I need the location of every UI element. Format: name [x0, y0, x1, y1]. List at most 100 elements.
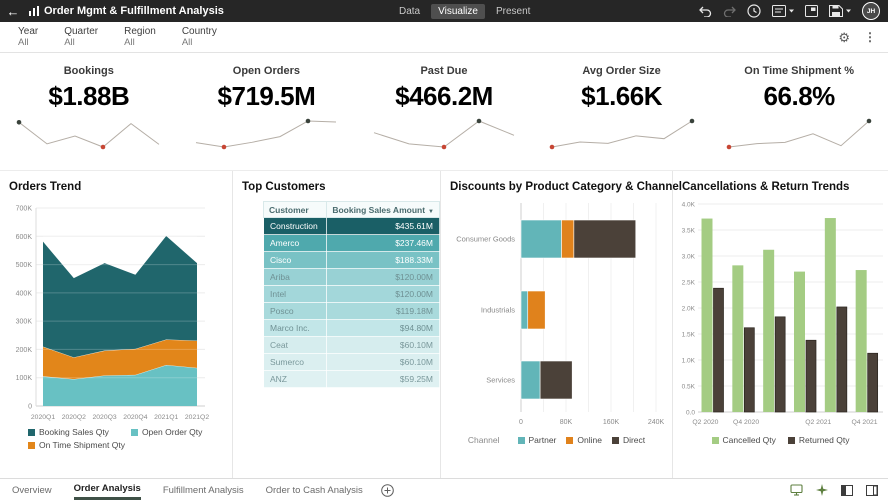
- legend-item[interactable]: Booking Sales Qty: [28, 427, 109, 437]
- legend-item[interactable]: Partner: [517, 435, 557, 445]
- cell-customer: Amerco: [262, 234, 328, 252]
- canvas-tab-order-to-cash-analysis[interactable]: Order to Cash Analysis: [265, 484, 363, 496]
- discounts-chart[interactable]: Consumer Goods Industrials Services 0 80K 160…: [443, 195, 671, 429]
- refresh-schedule-icon[interactable]: [747, 4, 761, 18]
- kpi-sparkline: [549, 118, 694, 150]
- legend-item[interactable]: Direct: [611, 435, 645, 445]
- kebab-menu-icon[interactable]: ⋮: [864, 30, 876, 44]
- canvas-tab-overview[interactable]: Overview: [12, 484, 52, 496]
- bar-returned-qty[interactable]: [805, 339, 817, 413]
- legend-item[interactable]: Returned Qty: [787, 435, 849, 445]
- cancellations-legend: Cancelled Qty Returned Qty: [673, 435, 888, 445]
- avatar[interactable]: JH: [862, 2, 880, 20]
- area-series-0[interactable]: [43, 364, 197, 406]
- table-row[interactable]: Ariba $120.00M: [262, 268, 440, 286]
- kpi-label: Bookings: [63, 65, 114, 77]
- cell-amount: $435.61M: [326, 217, 440, 235]
- kpi-tile[interactable]: Avg Order Size $1.66K: [533, 52, 711, 170]
- kpi-tile[interactable]: Past Due $466.2M: [355, 52, 533, 170]
- table-row[interactable]: Sumerco $60.10M: [262, 353, 440, 371]
- legend-swatch: [28, 441, 35, 449]
- legend-item[interactable]: Online: [566, 435, 602, 445]
- save-dropdown-icon[interactable]: [829, 5, 851, 17]
- axis-label: 0.0: [686, 409, 695, 416]
- mode-tab-data[interactable]: Data: [399, 5, 421, 17]
- bar-segment-partner[interactable]: [520, 219, 562, 259]
- orders-trend-chart[interactable]: 0 100K 200K 300K 400K 500K 600K 700K 2020Q1 2020Q…: [2, 195, 230, 425]
- area-series-2[interactable]: [43, 236, 197, 358]
- bar-cancelled-qty[interactable]: [732, 265, 744, 412]
- mode-tab-visualize[interactable]: Visualize: [431, 3, 485, 19]
- kpi-tile[interactable]: Bookings $1.88B: [0, 52, 178, 170]
- panel-title: Top Customers: [242, 181, 326, 193]
- bar-returned-qty[interactable]: [743, 327, 755, 413]
- top-customers-table: Customer Booking Sales Amount ▼ Construct…: [262, 201, 440, 388]
- bar-returned-qty[interactable]: [867, 352, 879, 413]
- back-button[interactable]: ←: [6, 3, 20, 19]
- bar-segment-partner[interactable]: [520, 360, 541, 400]
- area-series-1[interactable]: [43, 339, 197, 380]
- legend-item[interactable]: Cancelled Qty: [711, 435, 776, 445]
- canvas-settings-gear-icon[interactable]: ⚙: [838, 29, 850, 45]
- bar-segment-partner[interactable]: [520, 290, 529, 330]
- bar-segment-direct[interactable]: [539, 360, 573, 400]
- legend-item[interactable]: On Time Shipment Qty: [28, 440, 125, 450]
- preview-dropdown-icon[interactable]: [772, 5, 794, 17]
- bar-returned-qty[interactable]: [774, 316, 786, 413]
- kpi-tile[interactable]: On Time Shipment % 66.8%: [710, 52, 888, 170]
- present-window-icon[interactable]: [805, 5, 818, 17]
- bar-cancelled-qty[interactable]: [855, 270, 867, 412]
- legend-swatch: [517, 436, 525, 444]
- mode-tab-present[interactable]: Present: [495, 5, 531, 17]
- redo-icon[interactable]: [723, 5, 736, 17]
- filter-label: Country: [181, 26, 217, 37]
- table-row[interactable]: Posco $119.18M: [262, 302, 440, 320]
- bar-cancelled-qty[interactable]: [824, 218, 836, 412]
- kpi-label: Open Orders: [232, 65, 301, 77]
- table-row[interactable]: Amerco $237.46M: [262, 234, 440, 252]
- filter-quarter[interactable]: Quarter All: [64, 26, 98, 48]
- insights-sparkle-icon[interactable]: [816, 484, 828, 496]
- header-actions: JH: [699, 0, 880, 22]
- filter-region[interactable]: Region All: [124, 26, 156, 48]
- axis-label: 400K: [16, 290, 33, 297]
- canvas-tab-fulfillment-analysis[interactable]: Fulfillment Analysis: [162, 484, 244, 496]
- add-canvas-icon[interactable]: [380, 483, 394, 497]
- bar-segment-online[interactable]: [527, 290, 546, 330]
- axis-label: 3.5K: [682, 227, 696, 234]
- legend-swatch: [711, 436, 719, 444]
- canvas-tab-order-analysis[interactable]: Order Analysis: [73, 481, 141, 500]
- bar-cancelled-qty[interactable]: [701, 218, 713, 412]
- legend-label: Partner: [528, 435, 557, 445]
- table-row[interactable]: Intel $120.00M: [262, 285, 440, 303]
- table-row[interactable]: ANZ $59.25M: [262, 370, 440, 388]
- display-settings-icon[interactable]: [790, 484, 803, 496]
- layout-right-panel-icon[interactable]: [866, 484, 878, 496]
- bar-cancelled-qty[interactable]: [794, 271, 805, 412]
- table-row[interactable]: Ceat $60.10M: [262, 336, 440, 354]
- bar-returned-qty[interactable]: [713, 287, 724, 413]
- layout-left-panel-icon[interactable]: [841, 484, 853, 496]
- filter-year[interactable]: Year All: [18, 26, 38, 48]
- workbook-title: Order Mgmt & Fulfillment Analysis: [44, 5, 224, 17]
- kpi-sparkline: [196, 118, 337, 150]
- table-row[interactable]: Cisco $188.33M: [262, 251, 440, 269]
- legend-label: On Time Shipment Qty: [39, 440, 125, 450]
- cell-customer: Ceat: [262, 336, 328, 354]
- filter-country[interactable]: Country All: [182, 26, 217, 48]
- cancellations-chart[interactable]: 0.0 0.5K 1.0K 1.5K 2.0K 2.5K 3.0K 3.5K 4.0K Q2 20…: [675, 195, 887, 429]
- filter-value: All: [181, 37, 193, 48]
- axis-label: 3.0K: [682, 253, 696, 260]
- bar-segment-direct[interactable]: [573, 219, 637, 259]
- legend-item[interactable]: Open Order Qty: [130, 427, 202, 437]
- column-header-customer[interactable]: Customer: [262, 201, 328, 218]
- bar-returned-qty[interactable]: [836, 306, 848, 413]
- table-row[interactable]: Construction $435.61M: [262, 217, 440, 235]
- undo-icon[interactable]: [699, 5, 712, 17]
- kpi-value: $1.66K: [581, 81, 662, 111]
- table-row[interactable]: Marco Inc. $94.80M: [262, 319, 440, 337]
- kpi-tile[interactable]: Open Orders $719.5M: [178, 52, 356, 170]
- bar-segment-online[interactable]: [561, 219, 575, 259]
- column-header-amount[interactable]: Booking Sales Amount ▼: [326, 201, 440, 218]
- bar-cancelled-qty[interactable]: [763, 249, 775, 412]
